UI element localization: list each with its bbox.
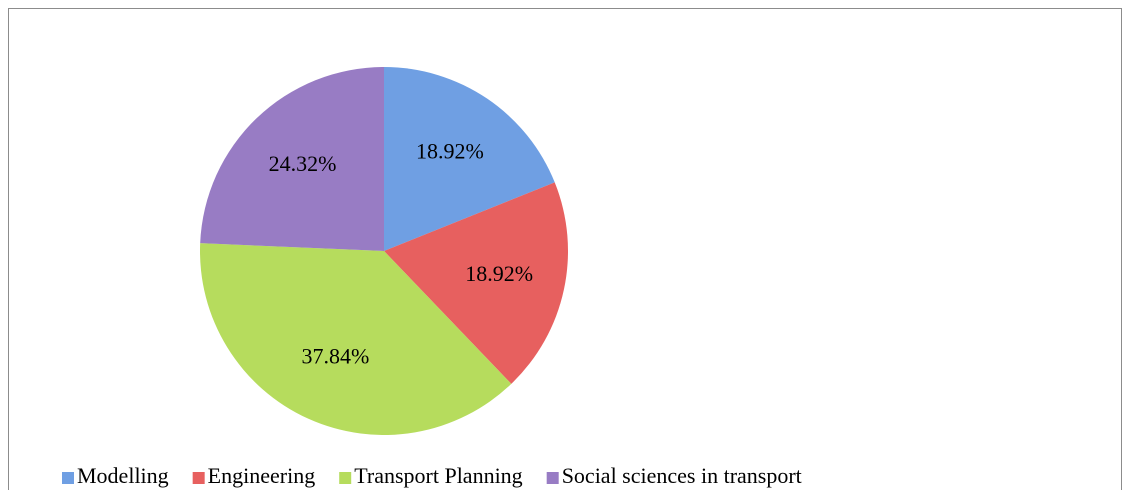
data-label: 37.84% xyxy=(302,343,370,368)
legend-label: Modelling xyxy=(77,463,169,488)
data-label: 24.32% xyxy=(269,151,337,176)
legend-swatch xyxy=(192,472,205,484)
pie-slice xyxy=(200,243,512,435)
legend-label: Engineering xyxy=(208,463,316,488)
data-label: 18.92% xyxy=(465,261,533,286)
legend-label: Transport Planning xyxy=(354,463,522,488)
pie-slice xyxy=(384,67,555,251)
legend-swatch xyxy=(546,472,559,484)
data-label: 18.92% xyxy=(416,138,484,163)
legend-label: Social sciences in transport xyxy=(562,463,802,488)
pie-slice xyxy=(384,182,569,384)
legend-swatch xyxy=(62,472,74,484)
pie-slice xyxy=(200,67,384,251)
legend-swatch xyxy=(339,472,352,484)
